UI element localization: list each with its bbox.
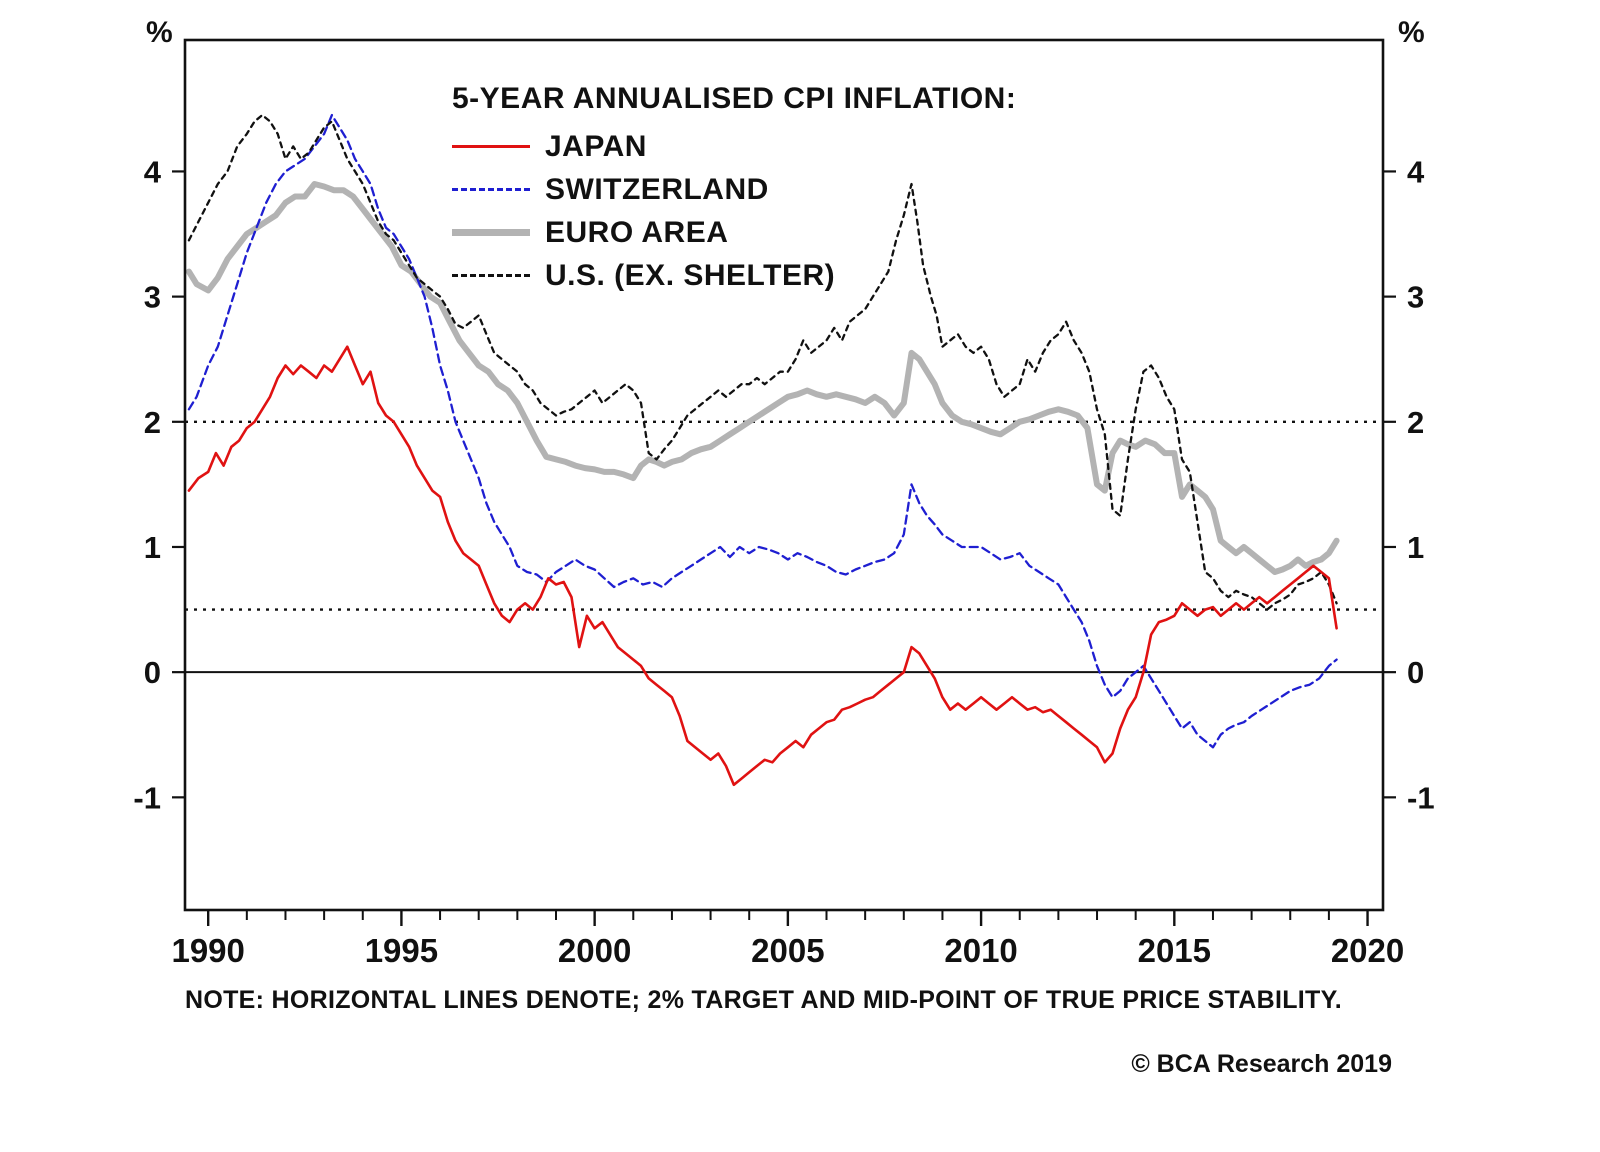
chart-legend: 5-YEAR ANNUALISED CPI INFLATION: JAPAN S…	[452, 82, 1016, 297]
y-tick-label-right: -1	[1407, 780, 1435, 815]
copyright-notice: © BCA Research 2019	[1131, 1050, 1392, 1078]
series-line-japan	[187, 345, 1338, 787]
legend-item-japan: JAPAN	[452, 125, 1016, 168]
y-tick-label-left: -1	[133, 780, 161, 815]
y-tick-label-left: 2	[144, 405, 161, 440]
y-tick-label-left: 4	[144, 154, 162, 189]
x-tick-label: 2010	[944, 932, 1017, 969]
euro-area-line-sample	[452, 229, 530, 236]
y-axis-unit-left: %	[146, 16, 173, 49]
legend-label-euro-area: EURO AREA	[545, 215, 729, 249]
japan-line-sample	[452, 145, 530, 148]
y-tick-label-right: 3	[1407, 280, 1424, 315]
reference-lines	[185, 420, 1383, 674]
chart-title: 5-YEAR ANNUALISED CPI INFLATION:	[452, 82, 1017, 115]
axis-tick-labels: 1990 1995 2000 2005 2010 2015 2020 -1 -1 0 0 1 1 2 2 3 3…	[133, 154, 1434, 969]
y-tick-label-right: 4	[1407, 154, 1425, 189]
y-tick-label-left: 0	[144, 655, 161, 690]
legend-item-switzerland: SWITZERLAND	[452, 168, 1016, 211]
legend-item-euro-area: EURO AREA	[452, 211, 1016, 254]
switzerland-line-sample	[452, 188, 530, 191]
series-lines	[185, 113, 1340, 787]
chart-footnote: NOTE: HORIZONTAL LINES DENOTE; 2% TARGET…	[185, 986, 1343, 1014]
legend-item-us-ex-shelter: U.S. (EX. SHELTER)	[452, 254, 1016, 297]
x-tick-label: 2015	[1138, 932, 1211, 969]
y-tick-label-right: 0	[1407, 655, 1424, 690]
axis-ticks	[172, 170, 1396, 926]
x-tick-label: 2005	[751, 932, 824, 969]
y-tick-label-right: 1	[1407, 530, 1424, 565]
plot-border	[183, 38, 1385, 912]
us-ex-shelter-line-sample	[452, 274, 530, 277]
y-tick-label-left: 3	[144, 280, 161, 315]
series-line-euro-area	[185, 181, 1340, 575]
y-axis-unit-right: %	[1398, 16, 1425, 49]
legend-label-japan: JAPAN	[545, 129, 647, 163]
legend-label-switzerland: SWITZERLAND	[545, 172, 769, 206]
x-tick-label: 1990	[171, 932, 244, 969]
series-line-u-s-ex-shelter	[187, 113, 1338, 611]
x-tick-label: 2020	[1331, 932, 1404, 969]
x-tick-label: 2000	[558, 932, 631, 969]
legend-label-us-ex-shelter: U.S. (EX. SHELTER)	[545, 258, 836, 292]
y-tick-label-left: 1	[144, 530, 161, 565]
x-tick-label: 1995	[365, 932, 438, 969]
series-line-switzerland	[187, 113, 1338, 749]
y-tick-label-right: 2	[1407, 405, 1424, 440]
